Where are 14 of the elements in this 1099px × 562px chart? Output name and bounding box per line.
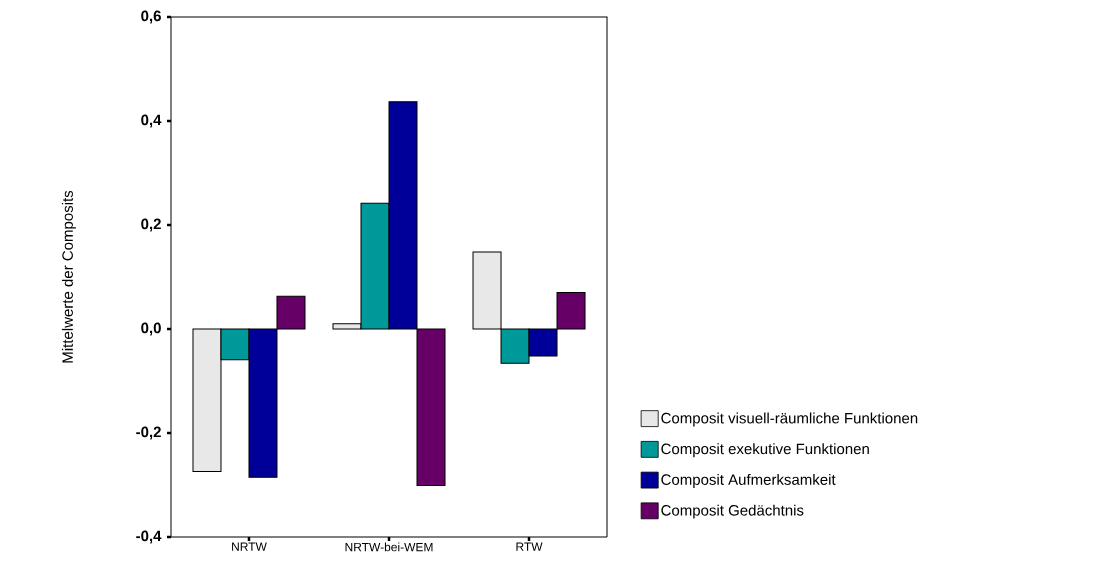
legend-label: Composit Aufmerksamkeit (661, 473, 836, 488)
legend-label: Composit exekutive Funktionen (661, 443, 869, 458)
y-tick-label: -0,2 (136, 426, 161, 440)
y-tick-label: 0,2 (141, 218, 161, 232)
y-tick-label: -0,4 (136, 530, 162, 544)
y-tick-label: 0,0 (141, 322, 161, 336)
x-tick-label: RTW (516, 542, 543, 551)
y-tick-label: 0,6 (141, 10, 161, 24)
x-tick-label: NRTW (232, 542, 267, 551)
y-axis-title: Mittelwerte der Composits (61, 190, 76, 363)
legend-label: Composit Gedächtnis (661, 504, 804, 519)
x-tick-label: NRTW-bei-WEM (345, 542, 433, 552)
y-tick-label: 0,4 (141, 114, 162, 128)
legend-label: Composit visuell-räumliche Funktionen (661, 412, 918, 427)
